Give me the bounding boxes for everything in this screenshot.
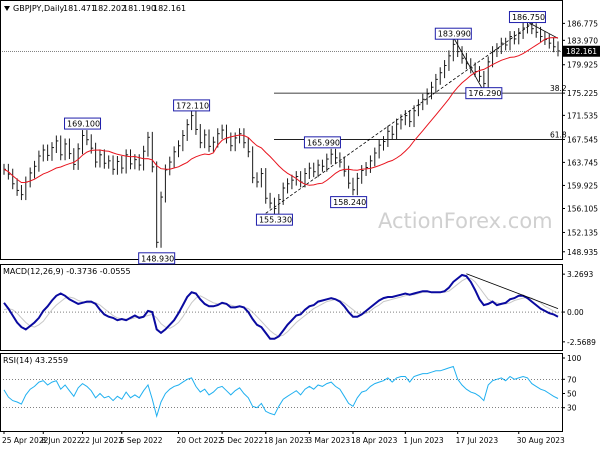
falling-trendline [527,21,559,39]
trendlines [265,20,559,214]
x-tick-label: 25 Apr 2022 [2,436,49,445]
x-tick-label: 18 Jan 2023 [264,436,309,445]
swing-label-box-5 [330,196,368,209]
swing-label-0: 169.100 [67,120,100,129]
header-close: 182.161 [153,4,186,13]
swing-label-2: 148.930 [141,254,174,263]
price-header: GBPJPY,Daily 181.471 182.202 181.190 182… [4,4,186,13]
x-tick-label: 17 Jul 2023 [456,436,499,445]
swing-label-box-6 [434,27,472,40]
rsi-y-tick-label: 30 [567,404,577,413]
swing-labels: 169.100 172.110 148.930 155.330 165.990 158.2… [64,11,546,265]
swing-label-3: 155.330 [259,216,292,225]
swing-label-box-0 [64,117,102,130]
swing-label-box-4 [303,136,341,149]
header-symbol: GBPJPY,Daily [13,4,64,13]
price-y-tick-label: 156.105 [567,204,598,213]
rsi-panel-frame [0,353,563,432]
header-arrow-icon [4,6,10,11]
swing-label-box-2 [138,252,176,265]
fib-label-1: 61.8 [550,130,567,139]
corrective-trendline [452,36,485,92]
x-tick-label: 18 Apr 2023 [351,436,398,445]
macd-series [0,273,562,340]
header-low: 181.190 [123,4,156,13]
watermark: ActionForex.com [378,209,553,233]
current-price-value: 182.161 [566,47,597,56]
macd-signal-line [3,277,559,337]
swing-label-box-7 [465,87,503,100]
x-tick-label: 20 Oct 2022 [176,436,223,445]
swing-label-box-1 [173,99,211,112]
price-y-tick-label: 159.925 [567,181,598,190]
rsi-series [0,365,562,419]
macd-y-tick-label: 0.00 [567,308,584,317]
header-open: 181.471 [63,4,96,13]
x-tick-label: 3 Mar 2023 [307,436,350,445]
x-tick-label: 6 Sep 2022 [120,436,163,445]
x-tick-label: 30 Aug 2023 [517,436,565,445]
x-tick-label: 8 Jun 2022 [41,436,82,445]
swing-label-7: 176.290 [468,89,501,98]
macd-y-tick-label: 3.2693 [567,270,593,279]
price-y-tick-label: 152.135 [567,228,598,237]
header-high: 182.202 [93,4,126,13]
swing-label-4: 165.990 [307,138,340,147]
x-tick-label: 5 Dec 2022 [220,436,263,445]
price-y-tick-label: 171.535 [567,111,598,120]
fib-levels: 38.2 61.8 [0,50,567,140]
y-axes: 186.775 183.970 179.925 175.225 171.535 167.5… [562,19,600,413]
swing-label-6: 183.990 [438,30,471,39]
fib-label-0: 38.2 [550,84,567,93]
macd-trendline [466,273,559,309]
rsi-y-tick-label: 100 [567,354,582,363]
price-y-tick-label: 179.925 [567,61,598,70]
macd-y-tick-label: -2.5689 [567,338,596,347]
current-price-tag [563,45,600,57]
macd-line [3,273,559,340]
swing-label-box-8 [508,11,546,24]
price-y-tick-label: 186.775 [567,19,598,28]
moving-average-line [3,37,559,186]
price-panel-frame [0,0,563,260]
swing-label-box-3 [255,213,293,226]
swing-label-5: 158.240 [333,198,366,207]
x-tick-label: 22 Jul 2022 [81,436,124,445]
swing-label-1: 172.110 [176,101,209,110]
price-y-tick-label: 183.970 [567,36,598,45]
price-y-tick-label: 175.225 [567,89,598,98]
rsi-line [3,365,559,419]
rsi-y-tick-label: 50 [567,390,577,399]
rsi-y-tick-label: 70 [567,375,577,384]
swing-label-8: 186.750 [512,13,545,22]
price-y-tick-label: 148.935 [567,248,598,257]
macd-panel-frame [0,264,563,351]
rsi-label: RSI(14) 43.2559 [3,356,68,365]
price-y-tick-label: 163.745 [567,158,598,167]
price-y-tick-label: 167.545 [567,135,598,144]
macd-label: MACD(12,26,9) -0.3736 -0.0555 [3,267,131,276]
x-tick-label: 1 Jun 2023 [403,436,444,445]
